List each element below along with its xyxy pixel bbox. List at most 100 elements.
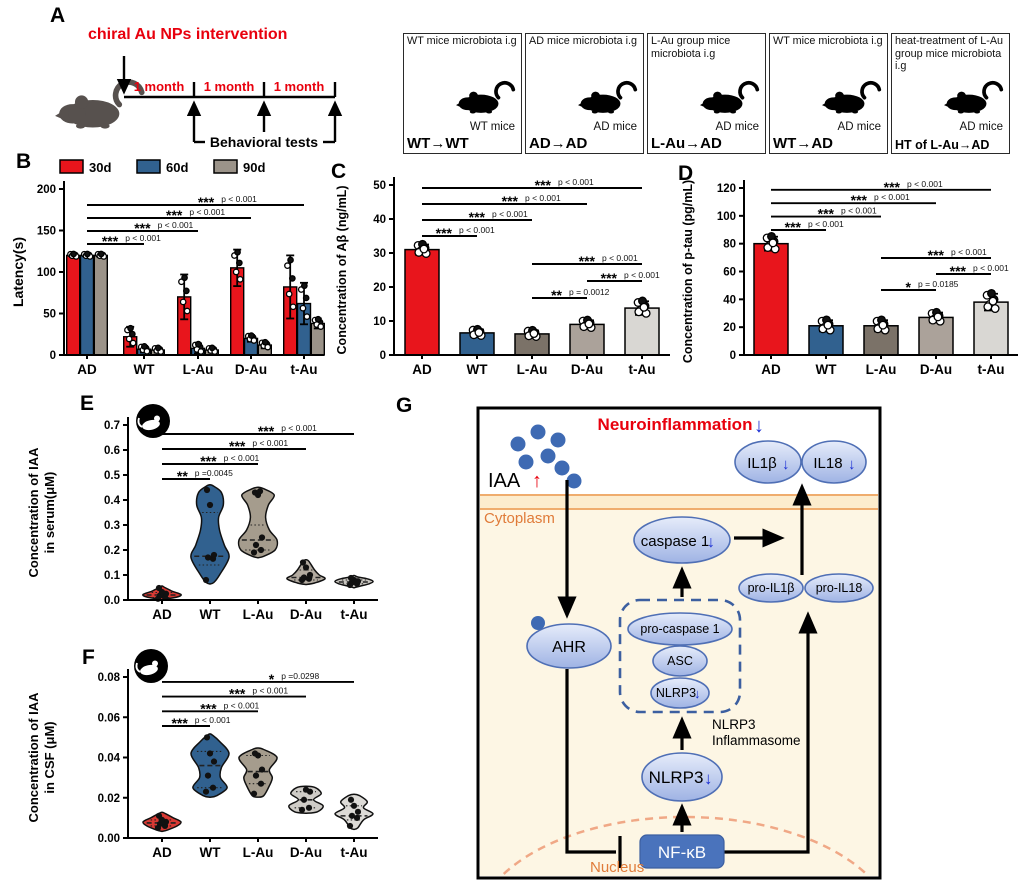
pro-caspase1-node xyxy=(627,612,733,646)
data-point xyxy=(298,806,306,813)
down-arrow-icon: ↓ xyxy=(782,456,790,473)
data-point xyxy=(299,304,307,312)
down-arrow-icon: ↓ xyxy=(848,456,856,473)
data-point xyxy=(285,290,293,298)
data-point xyxy=(234,248,241,256)
y-tick-label: 0.0 xyxy=(104,595,120,607)
significance-stars: *** xyxy=(884,179,901,195)
transfer-caption: L-Au→AD xyxy=(651,135,722,152)
x-category-label: AD xyxy=(412,362,432,377)
data-point xyxy=(203,486,211,494)
significance-pvalue: p < 0.001 xyxy=(951,247,987,257)
data-point xyxy=(210,551,218,559)
significance-pvalue: p < 0.001 xyxy=(602,253,638,263)
behavioral-tests-label: Behavioral tests xyxy=(210,134,318,150)
bar-AD-30d xyxy=(66,254,81,356)
neuroinflammation-label: Neuroinflammation xyxy=(598,415,753,434)
microbiota-transfer-boxes: WT mice microbiota i.g WT mice WT→WT AD mic… xyxy=(403,33,1010,154)
significance-pvalue: p < 0.001 xyxy=(221,194,257,204)
data-point xyxy=(251,750,259,757)
data-point xyxy=(210,758,218,765)
y-tick-label: 60 xyxy=(723,267,736,279)
transfer-box-3: L-Au group mice microbiota i.g AD mice L-A… xyxy=(647,33,766,154)
data-point xyxy=(299,559,307,566)
x-category-label: L-Au xyxy=(243,607,274,622)
y-axis-title: Latency(s) xyxy=(10,237,26,307)
data-point xyxy=(303,313,311,320)
data-point xyxy=(232,268,240,276)
x-category-label: D-Au xyxy=(571,362,603,377)
y-axis-title-line1: Concentration of IAA xyxy=(26,692,41,823)
transfer-box-5: heat-treatment of L-Au group mice microb… xyxy=(891,33,1010,154)
iaa-label: IAA xyxy=(488,470,521,492)
asc-label: ASC xyxy=(667,654,693,668)
significance-stars: ** xyxy=(177,468,188,484)
mouse-badge-icon xyxy=(136,404,170,438)
y-tick-label: 0.4 xyxy=(104,495,121,507)
y-tick-label: 0 xyxy=(50,350,56,362)
data-point xyxy=(823,320,833,330)
x-category-label: L-Au xyxy=(243,845,274,860)
significance-pvalue: p = 0.0012 xyxy=(569,287,610,297)
data-point xyxy=(302,786,310,793)
x-category-label: L-Au xyxy=(866,362,897,377)
significance-stars: *** xyxy=(950,263,967,279)
data-point xyxy=(250,337,258,344)
y-tick-label: 40 xyxy=(373,214,386,226)
data-point xyxy=(179,298,187,306)
significance-pvalue: p < 0.001 xyxy=(907,179,943,189)
panel-g-label: G xyxy=(396,394,413,417)
data-point xyxy=(129,339,137,347)
data-point xyxy=(97,250,105,258)
panel-g-diagram: Neuroinflammation ↓ IAA ↑ Cytoplasm AHR … xyxy=(476,406,882,880)
significance-stars: *** xyxy=(579,253,596,269)
il1b-node xyxy=(734,440,802,484)
data-point xyxy=(70,250,77,258)
data-point xyxy=(350,802,358,809)
data-point xyxy=(284,262,291,270)
down-arrow-icon: ↓ xyxy=(754,415,764,437)
data-point xyxy=(204,554,212,561)
mouse-strain-label: AD mice xyxy=(715,121,759,133)
y-tick-label: 10 xyxy=(373,316,386,328)
interval-label: 1 month xyxy=(134,79,185,94)
significance-stars: *** xyxy=(229,438,246,454)
transfer-box-description: WT mice microbiota i.g xyxy=(407,35,517,47)
y-tick-label: 0.00 xyxy=(98,833,120,845)
x-category-label: t-Au xyxy=(978,362,1005,377)
y-tick-label: 20 xyxy=(723,322,736,334)
y-tick-label: 0.5 xyxy=(104,470,121,482)
nlrp3-complex-node xyxy=(650,677,710,709)
x-category-label: AD xyxy=(761,362,781,377)
black-mouse-icon xyxy=(454,80,516,116)
ahr-node xyxy=(526,623,612,669)
panel-b-chart: 30d 60d 90d 0 50 100 150 200 AD WT L-Au D-Au t-Au Lat… xyxy=(10,159,325,377)
data-point xyxy=(983,302,993,312)
data-point xyxy=(347,574,355,582)
x-category-label: D-Au xyxy=(290,845,322,860)
data-point xyxy=(347,796,355,803)
x-category-label: D-Au xyxy=(235,362,267,377)
significance-stars: *** xyxy=(818,206,835,222)
transfer-caption: WT→AD xyxy=(773,135,833,152)
black-mouse-icon xyxy=(576,80,638,116)
nlrp3-complex-label: NLRP3 xyxy=(656,686,696,700)
down-arrow-icon: ↓ xyxy=(694,686,701,701)
y-tick-label: 50 xyxy=(43,309,56,321)
pro-il18-node xyxy=(804,573,874,603)
iaa-molecules xyxy=(510,424,582,489)
panel-c-chart: 0 10 20 30 40 50 AD WT L-Au D-Au t-Au Concentration… xyxy=(335,177,670,377)
data-point xyxy=(287,256,294,264)
nfkb-label: NF-κB xyxy=(658,843,706,862)
y-tick-label: 0.02 xyxy=(98,793,120,805)
data-point xyxy=(250,549,258,556)
significance-pvalue: p < 0.001 xyxy=(125,233,161,243)
y-axis-title: Concentration of Aβ (ng/mL) xyxy=(335,186,349,355)
y-tick-label: 30 xyxy=(373,248,386,260)
significance-pvalue: p < 0.001 xyxy=(224,453,260,463)
data-point xyxy=(419,244,429,254)
significance-stars: *** xyxy=(502,193,519,209)
y-tick-label: 0.6 xyxy=(104,445,120,457)
significance-pvalue: p < 0.001 xyxy=(841,206,877,216)
timeline-schematic: 1 month 1 month 1 month Behavioral tests xyxy=(52,56,343,150)
